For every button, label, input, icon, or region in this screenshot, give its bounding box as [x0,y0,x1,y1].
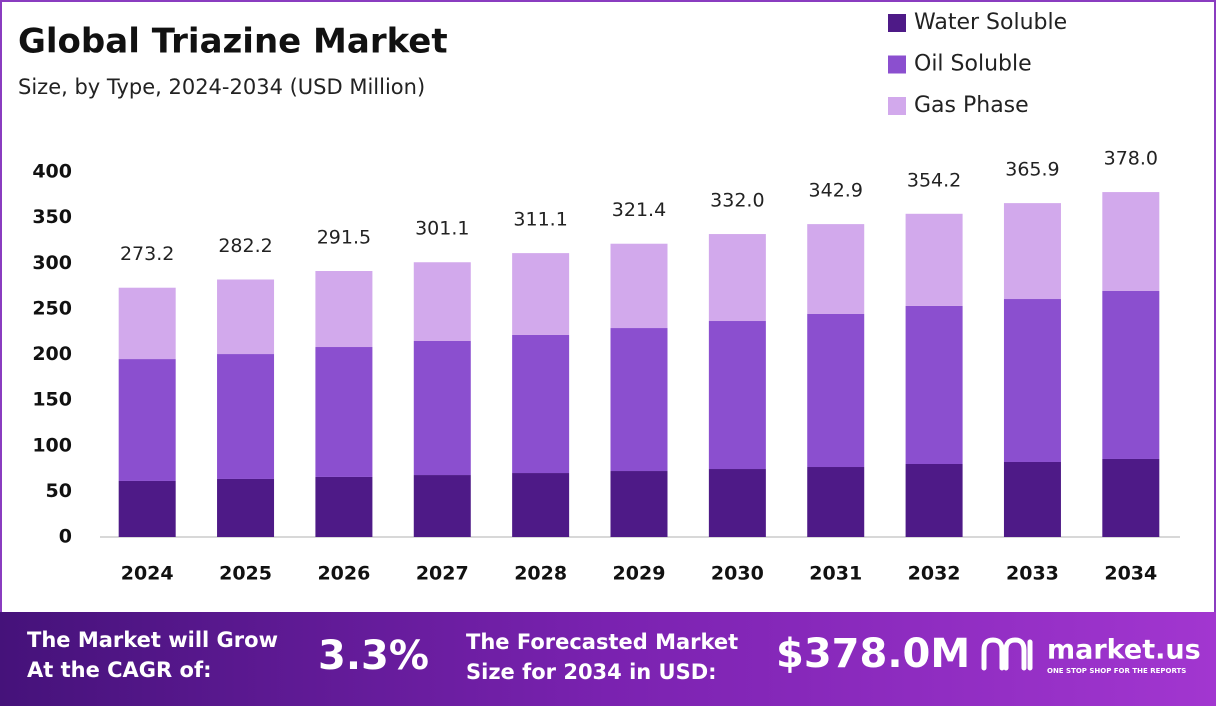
bar-segment [217,354,275,479]
bar-segment [118,480,176,537]
x-tick-label: 2029 [613,563,666,585]
y-tick-label: 50 [46,480,72,502]
legend-swatch [888,14,906,32]
forecast-label: The Forecasted Market [466,630,738,654]
bar-segment [1003,461,1061,537]
bar-segment [413,340,471,476]
y-tick-label: 350 [32,206,72,228]
x-tick-label: 2032 [908,563,961,585]
cagr-value: 3.3% [318,633,429,679]
total-label: 354.2 [907,169,961,191]
x-tick-label: 2026 [317,563,370,585]
bar-segment [610,243,668,329]
bar-segment [1102,192,1160,291]
x-tick-label: 2028 [514,563,567,585]
bar-segment [118,359,176,481]
bar-segment [905,464,963,537]
x-tick-label: 2025 [219,563,272,585]
bar-segment [217,478,275,537]
legend-swatch [888,55,906,74]
total-label: 291.5 [317,227,371,249]
bar-segment [413,262,471,341]
bar-segment [512,473,570,537]
bar-segment [512,253,570,335]
brand-tagline: ONE STOP SHOP FOR THE REPORTS [1047,667,1186,675]
bar-segment [708,321,766,470]
bar-segment [1102,458,1160,537]
bar-segment [1003,299,1061,462]
bar-segment [512,334,570,474]
bar-segment [610,471,668,537]
y-tick-label: 100 [32,434,72,456]
total-label: 365.9 [1005,159,1059,181]
chart-title: Global Triazine Market [18,22,448,62]
legend-label: Gas Phase [914,93,1029,118]
y-tick-label: 150 [32,389,72,411]
x-tick-label: 2030 [711,563,764,585]
bar-segment [807,467,865,537]
cagr-label: The Market will Grow [27,628,278,652]
total-label: 301.1 [415,218,469,240]
bar-segment [118,287,176,360]
total-label: 332.0 [710,190,764,212]
bar-segment [708,469,766,537]
forecast-label: Size for 2034 in USD: [466,660,717,684]
x-tick-label: 2031 [809,563,862,585]
bar-segment [905,305,963,464]
forecast-value: $378.0M [776,631,970,677]
y-tick-label: 300 [32,252,72,274]
total-label: 321.4 [612,199,666,221]
total-label: 273.2 [120,243,174,265]
bar-segment [905,213,963,306]
x-tick-label: 2034 [1104,563,1157,585]
bar-segment [315,347,373,477]
footer-banner [0,612,1216,706]
bar-segment [413,475,471,537]
bar-segment [217,279,275,355]
x-tick-label: 2024 [121,563,174,585]
y-tick-label: 0 [59,526,72,548]
bar-segment [1003,203,1061,300]
bar-segment [315,476,373,537]
x-tick-label: 2033 [1006,563,1059,585]
x-tick-label: 2027 [416,563,469,585]
cagr-label: At the CAGR of: [27,658,212,682]
bar-segment [1102,290,1160,459]
brand-name: market.us [1047,635,1201,666]
total-label: 282.2 [218,235,272,257]
brand-logo [981,637,1033,671]
legend-label: Water Soluble [914,10,1067,35]
bar-segment [610,328,668,472]
total-label: 342.9 [809,180,863,202]
bar-segment [807,313,865,468]
bar-segment [315,271,373,348]
legend-label: Oil Soluble [914,52,1032,77]
y-tick-label: 400 [32,161,72,183]
bar-segment [708,234,766,322]
y-tick-label: 200 [32,343,72,365]
bar-segment [807,224,865,314]
total-label: 311.1 [513,209,567,231]
legend-swatch [888,97,906,115]
chart-subtitle: Size, by Type, 2024-2034 (USD Million) [18,75,425,99]
y-tick-label: 250 [32,297,72,319]
total-label: 378.0 [1104,148,1158,170]
